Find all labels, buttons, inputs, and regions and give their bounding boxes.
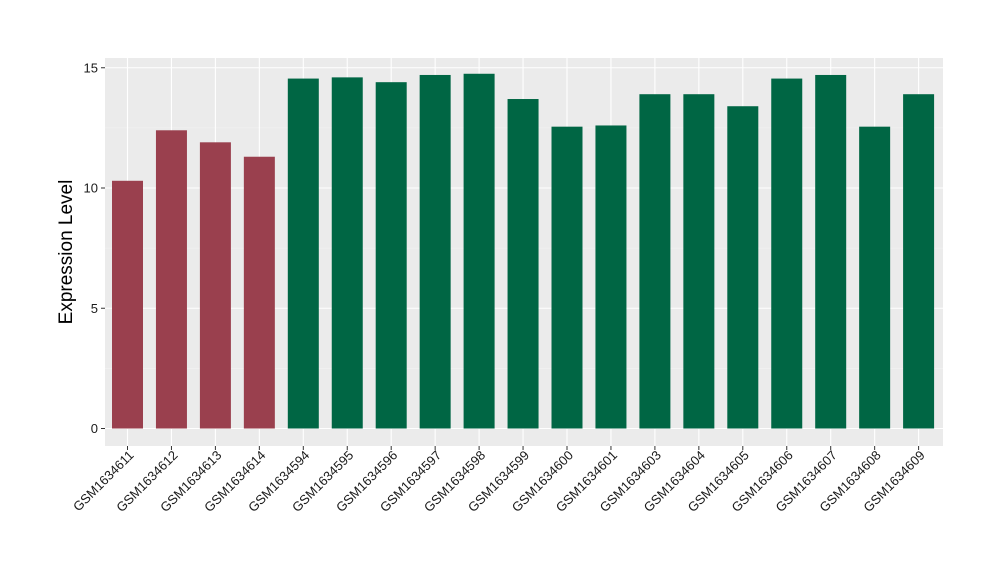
bar-gsm1634605 bbox=[727, 106, 759, 429]
bar-gsm1634604 bbox=[683, 94, 715, 429]
bar-gsm1634595 bbox=[331, 77, 363, 429]
y-tick-label: 15 bbox=[84, 60, 98, 75]
bar-gsm1634600 bbox=[551, 126, 583, 429]
bar-gsm1634613 bbox=[199, 142, 231, 429]
bar-gsm1634608 bbox=[859, 126, 891, 429]
bar-gsm1634614 bbox=[243, 156, 275, 429]
bar-gsm1634612 bbox=[155, 130, 187, 429]
bar-gsm1634601 bbox=[595, 125, 627, 429]
bar-gsm1634603 bbox=[639, 94, 671, 429]
y-tick-label: 5 bbox=[91, 301, 98, 316]
y-tick-label: 10 bbox=[84, 181, 98, 196]
bar-gsm1634606 bbox=[771, 78, 803, 429]
bar-gsm1634594 bbox=[287, 78, 319, 429]
bar-gsm1634611 bbox=[112, 180, 143, 429]
bar-gsm1634607 bbox=[815, 74, 847, 429]
bar-gsm1634597 bbox=[419, 74, 451, 429]
x-axis: GSM1634611GSM1634612GSM1634613GSM1634614… bbox=[70, 446, 928, 515]
bars bbox=[112, 73, 935, 429]
y-axis-title: Expression Level bbox=[56, 180, 77, 325]
y-axis: 0 5 10 15 bbox=[84, 60, 105, 436]
bar-gsm1634598 bbox=[463, 73, 495, 429]
bar-gsm1634609 bbox=[903, 94, 935, 429]
bar-gsm1634596 bbox=[375, 82, 407, 429]
y-tick-label: 0 bbox=[91, 421, 98, 436]
bar-gsm1634599 bbox=[507, 99, 539, 429]
